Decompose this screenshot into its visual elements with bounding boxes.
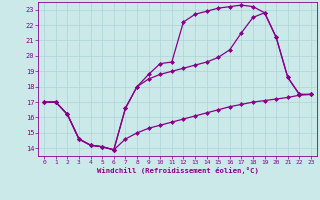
X-axis label: Windchill (Refroidissement éolien,°C): Windchill (Refroidissement éolien,°C)	[97, 167, 259, 174]
